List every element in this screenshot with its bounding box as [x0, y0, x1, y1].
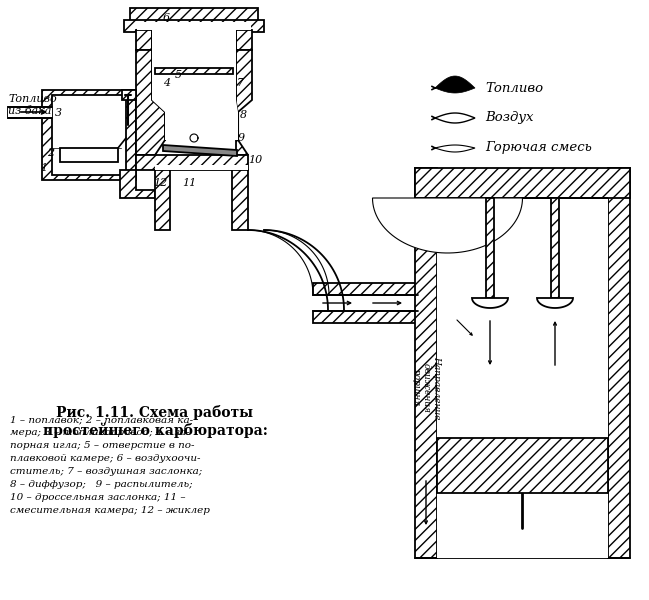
Polygon shape	[122, 90, 136, 100]
Polygon shape	[435, 145, 475, 152]
Text: 3: 3	[55, 108, 62, 118]
Text: 2: 2	[47, 148, 54, 158]
Text: Горючая смесь: Горючая смесь	[485, 142, 592, 154]
Text: 10: 10	[248, 155, 262, 165]
Text: 5: 5	[175, 70, 182, 80]
Polygon shape	[608, 168, 630, 558]
Polygon shape	[124, 20, 264, 32]
Polygon shape	[437, 198, 608, 558]
Polygon shape	[472, 298, 508, 308]
Text: смесительная камера; 12 – жиклер: смесительная камера; 12 – жиклер	[10, 506, 210, 515]
Polygon shape	[486, 198, 494, 298]
Text: 11: 11	[182, 178, 196, 188]
Polygon shape	[155, 165, 248, 170]
Polygon shape	[232, 170, 248, 230]
Polygon shape	[537, 298, 573, 308]
Polygon shape	[236, 50, 252, 155]
Polygon shape	[313, 311, 418, 323]
Polygon shape	[435, 113, 475, 123]
Polygon shape	[415, 168, 630, 198]
Text: 8: 8	[240, 110, 247, 120]
Text: Направление
движения
поршня: Направление движения поршня	[411, 356, 441, 420]
Polygon shape	[373, 198, 608, 253]
Text: мера; 3 – топливопровод; 4 – за-: мера; 3 – топливопровод; 4 – за-	[10, 428, 190, 437]
Polygon shape	[437, 438, 608, 493]
Text: ститель; 7 – воздушная заслонка;: ститель; 7 – воздушная заслонка;	[10, 467, 202, 476]
Text: Воздух: Воздух	[485, 112, 533, 124]
Polygon shape	[136, 50, 165, 155]
Text: 1 – поплавок; 2 – поплавковая ка-: 1 – поплавок; 2 – поплавковая ка-	[10, 415, 193, 424]
Text: плавковой камере; 6 – воздухоочи-: плавковой камере; 6 – воздухоочи-	[10, 454, 201, 463]
Polygon shape	[120, 170, 155, 198]
Text: 12: 12	[153, 178, 167, 188]
Polygon shape	[137, 22, 251, 30]
Text: 8 – диффузор;   9 – распылитель;: 8 – диффузор; 9 – распылитель;	[10, 480, 193, 489]
Polygon shape	[155, 68, 233, 74]
Polygon shape	[130, 8, 258, 22]
Polygon shape	[42, 90, 136, 180]
Text: Рис. 1.11. Схема работы
простейшего карбюратора:: Рис. 1.11. Схема работы простейшего карб…	[43, 405, 267, 438]
Text: 4: 4	[163, 78, 170, 88]
Text: Топливо
из бака: Топливо из бака	[8, 94, 56, 116]
Polygon shape	[8, 108, 52, 117]
Polygon shape	[60, 148, 118, 162]
Polygon shape	[236, 30, 252, 50]
Polygon shape	[313, 283, 418, 295]
Polygon shape	[136, 155, 248, 170]
Text: 6: 6	[163, 13, 170, 23]
Polygon shape	[435, 76, 475, 93]
Text: 7: 7	[237, 78, 244, 88]
Text: 1: 1	[40, 163, 47, 173]
Text: 10 – дроссельная заслонка; 11 –: 10 – дроссельная заслонка; 11 –	[10, 493, 186, 502]
Polygon shape	[8, 107, 52, 118]
Polygon shape	[152, 50, 238, 140]
Polygon shape	[163, 145, 237, 156]
Polygon shape	[415, 168, 437, 558]
Polygon shape	[155, 170, 170, 230]
Text: порная игла; 5 – отверстие в по-: порная игла; 5 – отверстие в по-	[10, 441, 195, 450]
Polygon shape	[551, 198, 559, 298]
Text: Топливо: Топливо	[485, 82, 543, 94]
Polygon shape	[152, 30, 236, 50]
Polygon shape	[52, 95, 126, 175]
Text: 9: 9	[238, 133, 245, 143]
Polygon shape	[136, 30, 152, 50]
